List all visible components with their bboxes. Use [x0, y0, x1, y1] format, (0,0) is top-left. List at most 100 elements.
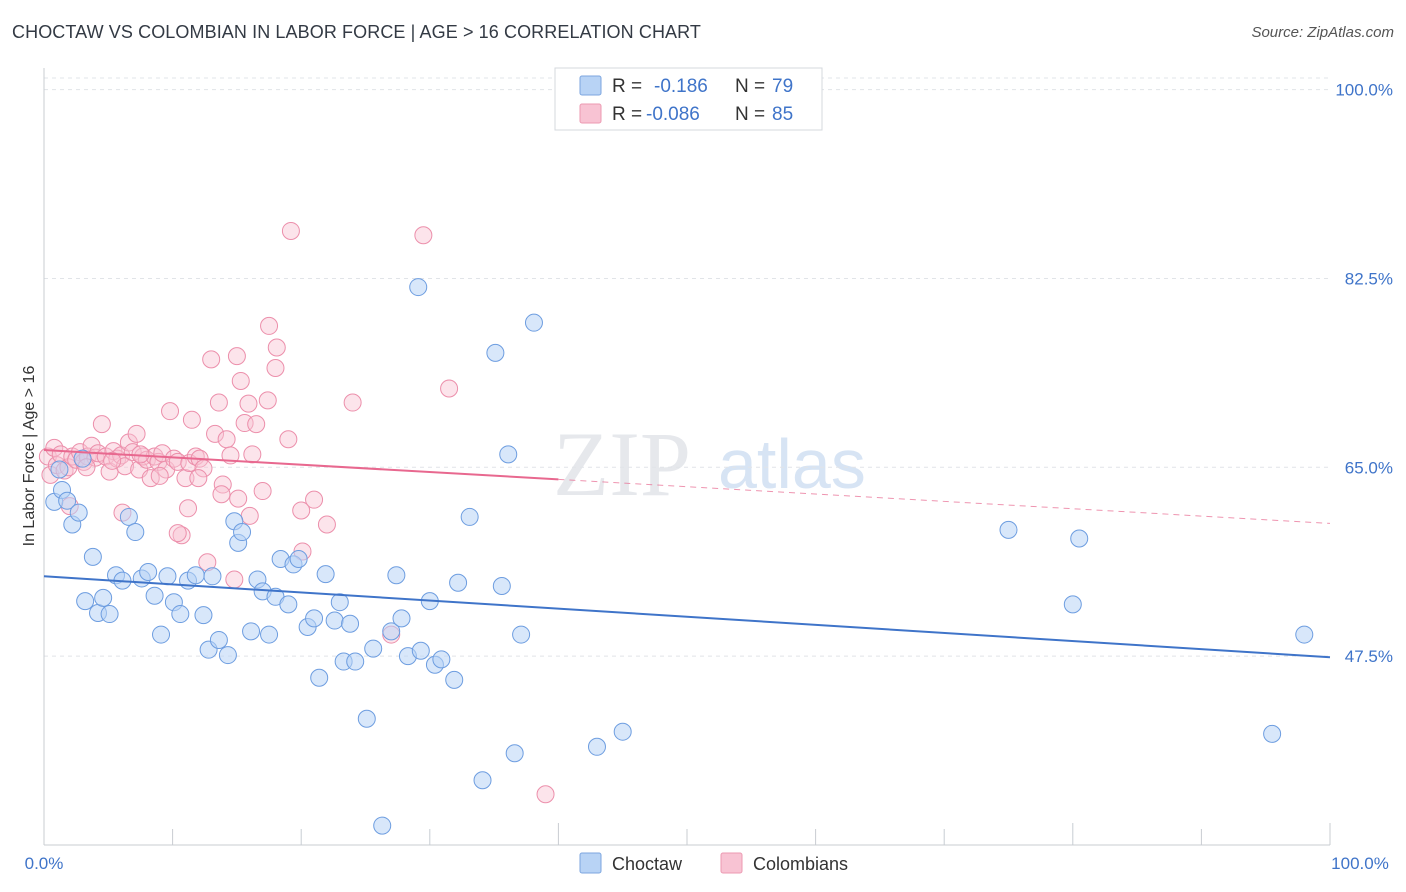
choctaw-point — [58, 491, 77, 510]
legend-swatch-choctaw — [579, 75, 602, 96]
choctaw-point — [1295, 625, 1314, 644]
choctaw-point — [357, 709, 376, 728]
choctaw-point — [411, 641, 430, 660]
y-tick-label: 82.5% — [1345, 269, 1393, 288]
colombians-point — [176, 469, 195, 488]
choctaw-point — [460, 507, 479, 526]
choctaw-point — [76, 592, 95, 611]
legend-n-label-2: N = — [735, 104, 765, 125]
colombians-point — [229, 489, 248, 508]
choctaw-point — [100, 605, 119, 624]
choctaw-point — [139, 562, 158, 581]
colombians-point — [279, 430, 298, 449]
choctaw-point — [432, 650, 451, 669]
choctaw-point — [512, 625, 531, 644]
choctaw-point — [186, 566, 205, 585]
colombians-point — [440, 379, 459, 398]
colombians-point — [206, 424, 225, 443]
colombians-point — [123, 443, 142, 462]
choctaw-point — [242, 622, 261, 641]
colombians-point — [247, 415, 266, 434]
colombians-point — [243, 445, 262, 464]
y-axis-label: In Labor Force | Age > 16 — [21, 366, 38, 547]
colombians-point — [536, 785, 555, 804]
choctaw-point — [50, 460, 69, 479]
bottom-legend-label-choctaw: Choctaw — [612, 854, 683, 874]
choctaw-point — [492, 577, 511, 595]
choctaw-point — [613, 722, 632, 741]
choctaw-point — [445, 670, 464, 689]
trend-line-choctaw — [43, 575, 1331, 659]
colombians-point — [127, 424, 146, 443]
legend-n-value-1: 79 — [772, 76, 793, 97]
colombians-point — [168, 524, 187, 543]
y-tick-label: 65.0% — [1345, 458, 1393, 477]
trend-line-colombians — [43, 449, 559, 481]
bottom-legend-label-colombians: Colombians — [753, 854, 848, 874]
colombians-point — [189, 469, 208, 488]
choctaw-point — [94, 588, 113, 607]
choctaw-point — [69, 503, 88, 522]
colombians-point — [414, 226, 433, 245]
choctaw-point — [382, 622, 401, 641]
choctaw-point — [524, 313, 543, 332]
colombians-point — [281, 221, 300, 240]
colombians-point — [292, 501, 311, 520]
y-tick-label: 47.5% — [1345, 647, 1393, 666]
legend: R = -0.186 N = 79 R = -0.086 N = 85 — [554, 67, 823, 131]
colombians-point — [317, 515, 336, 534]
choctaw-point — [152, 625, 171, 644]
choctaw-point — [83, 547, 102, 566]
colombians-point — [267, 338, 286, 357]
choctaw-point — [260, 625, 279, 644]
choctaw-point — [218, 646, 237, 665]
choctaw-point — [310, 668, 329, 687]
choctaw-point — [587, 737, 606, 756]
choctaw-point — [126, 523, 145, 542]
watermark: ZIP atlas — [553, 413, 866, 515]
x-tick-label-max: 100.0% — [1331, 854, 1389, 873]
colombians-point — [258, 391, 277, 410]
trend-lines — [43, 449, 1331, 659]
colombians-point — [45, 438, 64, 457]
colombians-point — [179, 499, 198, 518]
series-choctaw — [45, 278, 1314, 835]
grid — [44, 77, 1330, 657]
choctaw-point — [171, 605, 190, 624]
choctaw-point — [203, 567, 222, 586]
x-tick-label-min: 0.0% — [25, 854, 64, 873]
choctaw-point — [119, 507, 138, 526]
bottom-legend-swatch-choctaw — [579, 852, 602, 874]
choctaw-point — [289, 550, 308, 569]
choctaw-point — [158, 567, 177, 586]
legend-swatch-colombians — [579, 103, 602, 124]
colombians-point — [266, 359, 285, 378]
trend-line-dashed-colombians — [558, 478, 1331, 524]
legend-r-value-2: -0.086 — [646, 104, 700, 125]
choctaw-point — [209, 630, 228, 649]
watermark-atlas: atlas — [718, 425, 866, 503]
colombians-point — [209, 393, 228, 412]
colombians-point — [161, 402, 180, 421]
x-ticks — [172, 823, 1331, 845]
choctaw-point — [305, 609, 324, 628]
watermark-zip: ZIP — [553, 413, 691, 515]
colombians-point — [343, 393, 362, 412]
choctaw-point — [499, 445, 518, 464]
colombians-point — [213, 475, 232, 494]
choctaw-point — [387, 566, 406, 585]
legend-n-value-2: 85 — [772, 104, 793, 125]
y-tick-labels: 47.5% 65.0% 82.5% 100.0% — [1335, 81, 1393, 667]
bottom-legend: Choctaw Colombians — [579, 852, 848, 874]
legend-n-label-1: N = — [735, 76, 765, 97]
choctaw-point — [505, 744, 524, 763]
choctaw-point — [145, 586, 164, 605]
colombians-point — [182, 410, 201, 429]
choctaw-point — [194, 606, 213, 625]
colombians-point — [141, 469, 160, 488]
colombians-point — [202, 350, 221, 369]
colombians-point — [260, 316, 279, 335]
chart-title: CHOCTAW VS COLOMBIAN IN LABOR FORCE | AG… — [12, 22, 702, 42]
choctaw-point — [279, 595, 298, 614]
